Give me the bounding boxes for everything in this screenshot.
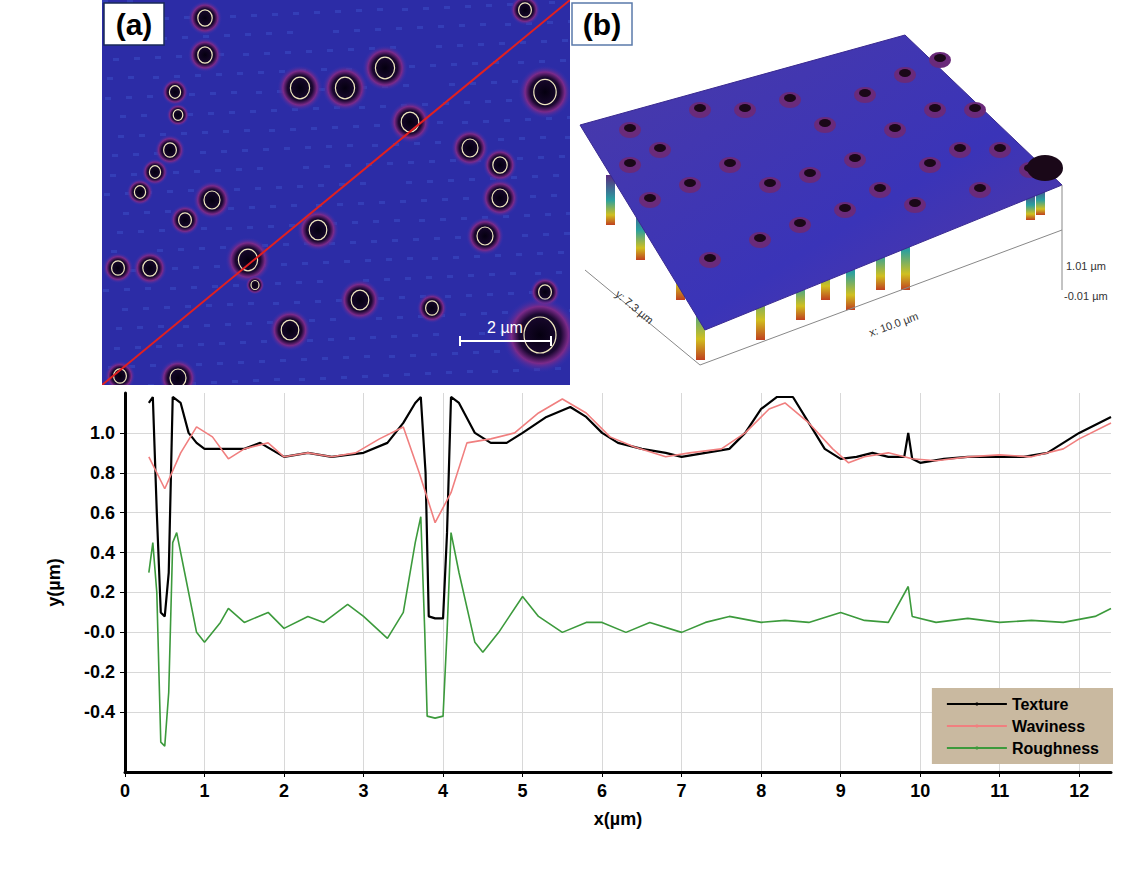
svg-text:0.2: 0.2 xyxy=(90,582,115,602)
svg-text:4: 4 xyxy=(438,781,448,801)
svg-text:0.4: 0.4 xyxy=(90,543,115,563)
svg-text:8: 8 xyxy=(756,781,766,801)
svg-text:y: 7.3 µm: y: 7.3 µm xyxy=(613,288,656,326)
svg-text:2: 2 xyxy=(279,781,289,801)
svg-text:7: 7 xyxy=(677,781,687,801)
svg-text:-0.01 µm: -0.01 µm xyxy=(1064,290,1108,302)
svg-text:9: 9 xyxy=(836,781,846,801)
svg-text:6: 6 xyxy=(597,781,607,801)
svg-text:Roughness: Roughness xyxy=(1012,740,1099,757)
svg-text:Texture: Texture xyxy=(1012,696,1069,713)
svg-text:1.0: 1.0 xyxy=(90,423,115,443)
svg-text:1: 1 xyxy=(200,781,210,801)
svg-text:0: 0 xyxy=(120,781,130,801)
svg-text:5: 5 xyxy=(518,781,528,801)
svg-text:2 µm: 2 µm xyxy=(487,319,523,336)
svg-text:-0.0: -0.0 xyxy=(84,622,115,642)
svg-text:11: 11 xyxy=(990,781,1009,801)
svg-text:3: 3 xyxy=(359,781,369,801)
svg-text:(a): (a) xyxy=(116,8,153,41)
svg-text:(b): (b) xyxy=(583,8,621,41)
svg-text:Waviness: Waviness xyxy=(1012,718,1085,735)
svg-text:0.8: 0.8 xyxy=(90,463,115,483)
svg-text:-0.4: -0.4 xyxy=(84,702,115,722)
svg-text:1.01 µm: 1.01 µm xyxy=(1066,260,1106,272)
svg-text:x: 10.0 µm: x: 10.0 µm xyxy=(867,310,920,339)
svg-text:10: 10 xyxy=(910,781,930,801)
svg-text:-0.2: -0.2 xyxy=(84,662,115,682)
svg-text:x(µm): x(µm) xyxy=(594,809,642,829)
svg-text:12: 12 xyxy=(1069,781,1089,801)
svg-text:y(µm): y(µm) xyxy=(44,558,64,606)
svg-text:0.6: 0.6 xyxy=(90,503,115,523)
